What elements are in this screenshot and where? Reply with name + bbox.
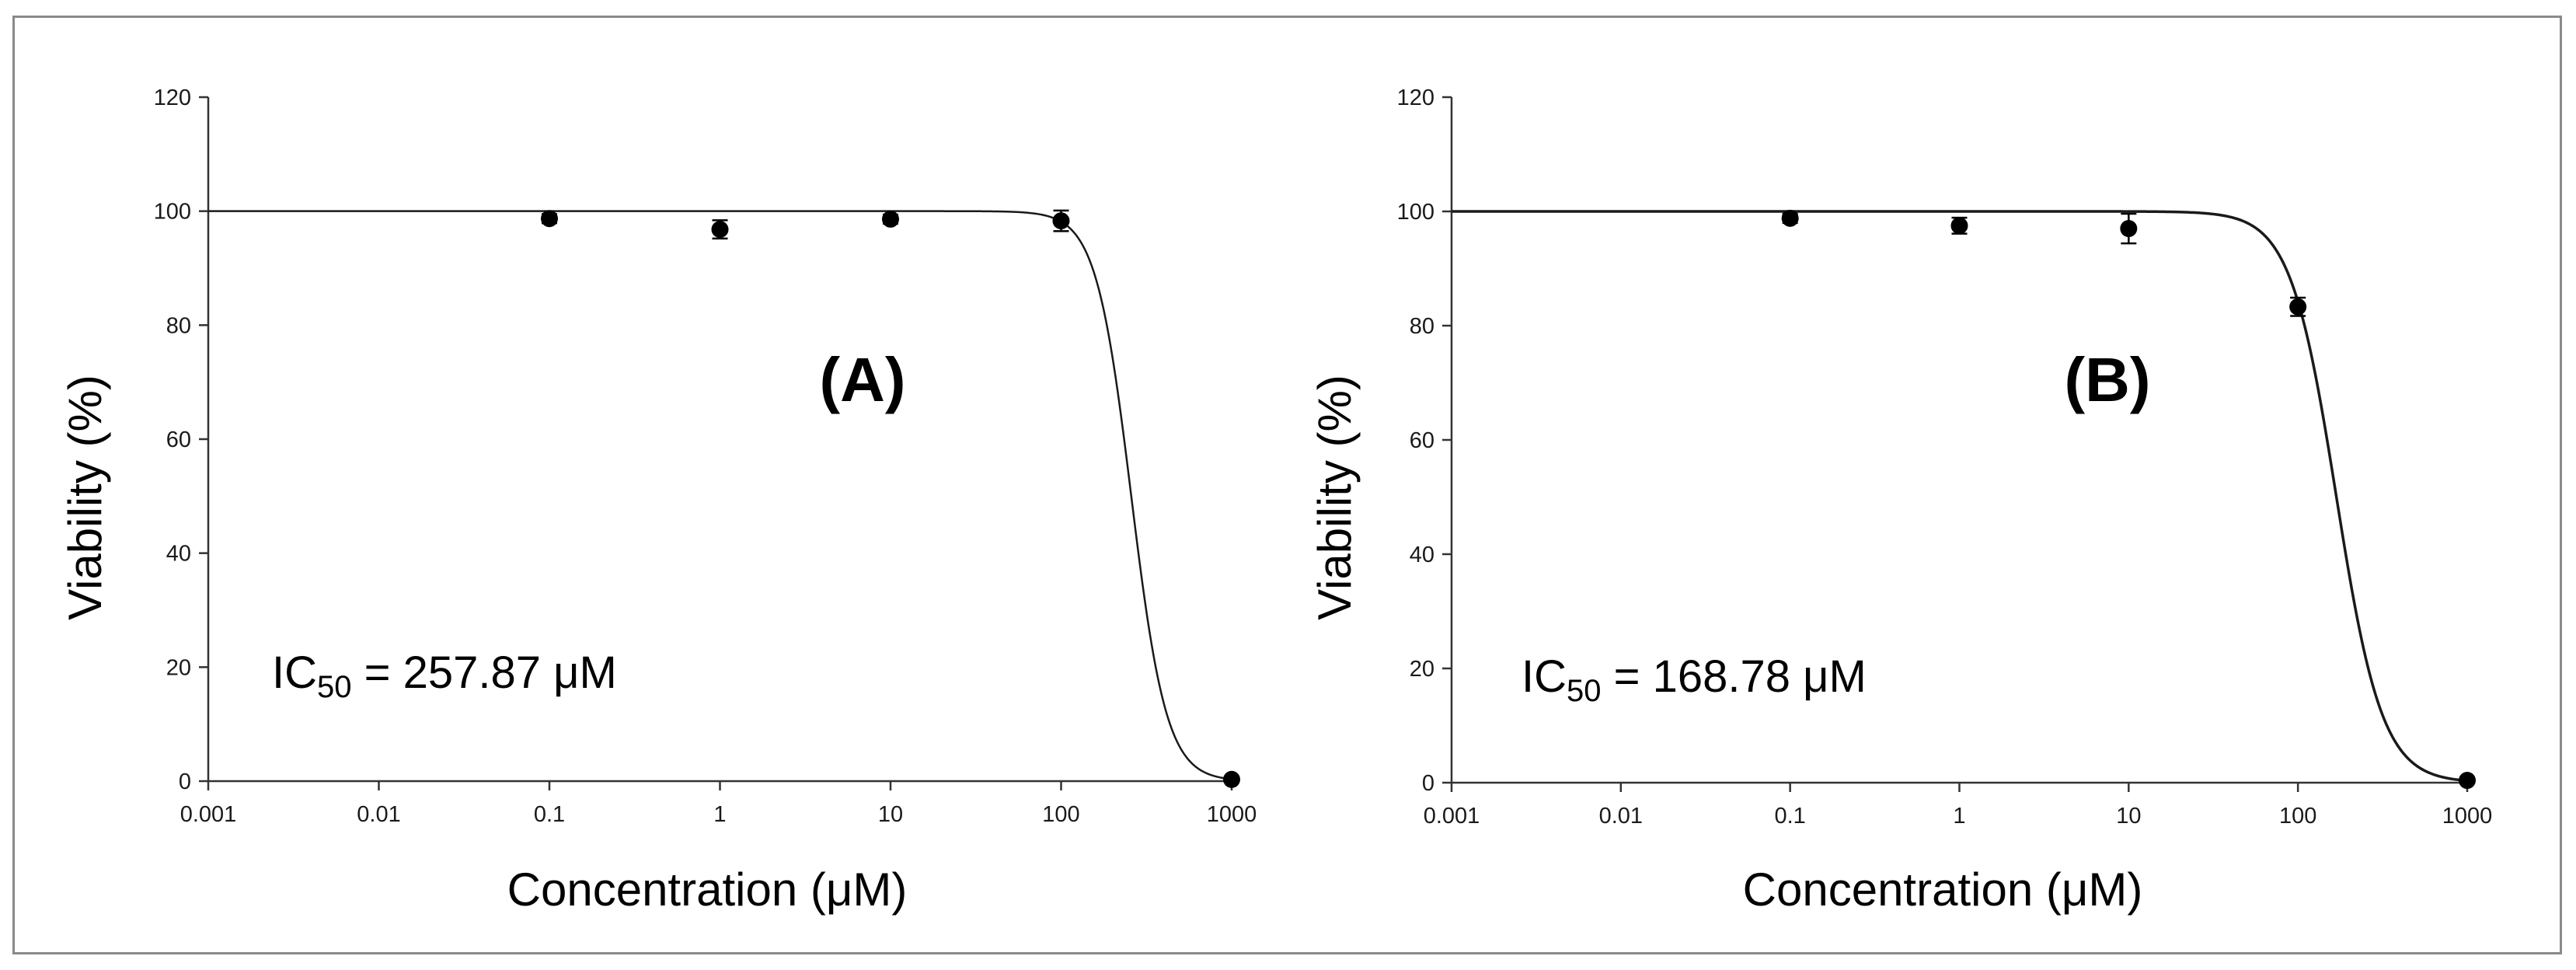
y-tick-label: 0: [1422, 771, 1434, 796]
data-point: [2289, 298, 2307, 316]
figure-frame: [12, 16, 2562, 954]
x-tick-label: 100: [1042, 802, 1079, 827]
ic50-prefix: IC: [1522, 651, 1567, 702]
ic50-annotation: IC50 = 257.87 μM: [272, 647, 617, 704]
y-tick-label: 80: [166, 313, 191, 338]
y-tick-label: 20: [166, 655, 191, 680]
x-tick-label: 1000: [2442, 804, 2493, 829]
data-point: [1223, 770, 1240, 788]
y-tick-label: 40: [166, 542, 191, 567]
data-point: [1781, 209, 1799, 227]
data-point: [882, 210, 899, 228]
panel-label: (A): [819, 345, 905, 414]
x-tick-label: 0.1: [1775, 804, 1806, 829]
data-point: [711, 221, 729, 239]
ic50-subscript: 50: [317, 670, 352, 704]
data-point: [2459, 772, 2476, 790]
data-point: [2120, 220, 2138, 238]
x-tick-label: 1: [1953, 804, 1965, 829]
ic50-annotation: IC50 = 168.78 μM: [1522, 651, 1867, 708]
ic50-value: = 257.87 μM: [352, 647, 617, 698]
y-tick-label: 60: [1410, 428, 1434, 453]
x-tick-label: 0.01: [357, 802, 400, 827]
ic50-prefix: IC: [272, 647, 317, 698]
x-tick-label: 0.001: [180, 802, 237, 827]
y-axis-title: Viability (%): [59, 375, 111, 620]
y-tick-label: 120: [154, 85, 191, 110]
x-tick-label: 10: [878, 802, 903, 827]
panel-label: (B): [2064, 345, 2150, 414]
x-tick-label: 1: [713, 802, 726, 827]
x-axis-title: Concentration (μM): [1743, 864, 2143, 916]
data-point: [541, 210, 558, 228]
data-point: [1950, 217, 1968, 235]
x-tick-label: 100: [2279, 804, 2316, 829]
y-tick-label: 0: [179, 769, 191, 794]
ic50-value: = 168.78 μM: [1602, 651, 1867, 702]
x-tick-label: 0.01: [1599, 804, 1643, 829]
chart-panel-b: Viability (%) Concentration (μM) (B) IC5…: [1309, 85, 2492, 916]
ic50-subscript: 50: [1567, 674, 1602, 708]
y-tick-label: 100: [1397, 200, 1434, 225]
x-tick-label: 10: [2116, 804, 2141, 829]
y-tick-label: 120: [1397, 85, 1434, 110]
y-tick-label: 100: [154, 200, 191, 225]
y-tick-label: 80: [1410, 314, 1434, 339]
data-point: [1052, 212, 1070, 230]
x-tick-label: 1000: [1207, 802, 1257, 827]
y-tick-label: 20: [1410, 657, 1434, 682]
x-tick-label: 0.1: [534, 802, 565, 827]
y-axis-title: Viability (%): [1309, 375, 1361, 620]
y-tick-label: 40: [1410, 543, 1434, 567]
y-tick-label: 60: [166, 427, 191, 452]
chart-panel-a: Viability (%) Concentration (μM) (A) IC5…: [59, 85, 1257, 916]
x-tick-label: 0.001: [1424, 804, 1480, 829]
x-axis-title: Concentration (μM): [507, 864, 908, 916]
